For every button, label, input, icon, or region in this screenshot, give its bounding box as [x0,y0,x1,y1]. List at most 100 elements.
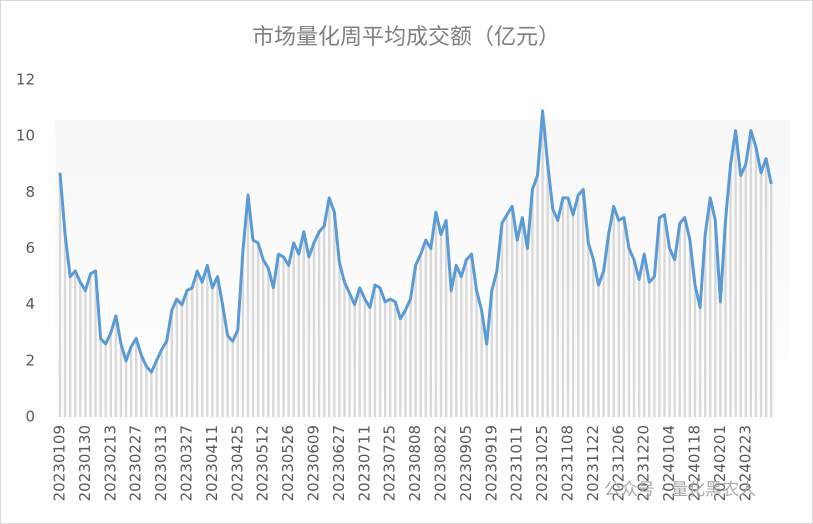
bar [292,242,295,417]
bar [231,341,234,417]
bar [129,346,133,417]
bar [500,223,504,417]
bar [241,251,245,417]
x-tick-label: 20230822 [432,425,450,501]
x-tick-label: 20231206 [609,425,627,501]
bar [195,270,199,417]
bar [526,248,529,417]
bar [439,234,443,417]
bar [571,214,575,417]
bar [627,248,631,417]
bar [68,276,72,417]
bar [556,220,560,417]
bar [455,265,458,417]
bar [744,164,747,417]
bar [653,276,656,417]
x-tick-label: 20230808 [406,425,424,501]
bar [475,290,478,417]
x-tick-label: 20231122 [584,425,602,501]
y-tick-label: 2 [25,351,35,369]
bar [297,254,300,417]
bar [160,349,163,417]
bar [373,285,377,417]
watermark: 公众号 · 量化黑农人 [604,480,756,500]
bar [688,240,692,417]
x-tick-label: 20230313 [152,425,170,501]
bar [333,211,336,417]
x-tick-label: 20230609 [305,425,323,501]
bar [322,226,326,417]
bar [485,343,488,417]
bar [607,234,610,417]
x-tick-label: 20230725 [381,425,399,501]
line [58,109,773,374]
bar [363,299,366,417]
bar [328,197,331,417]
y-tick-label: 4 [25,295,35,313]
bar [124,360,128,417]
bar [693,285,697,417]
bar [582,189,585,417]
bar [246,195,250,417]
bar [282,256,285,417]
bar [63,234,67,417]
bar [622,217,626,417]
bar [155,360,158,417]
bar [714,220,717,417]
bar [419,254,422,417]
bar [516,240,519,417]
bar [150,372,153,417]
bar [317,231,321,417]
bar [409,299,412,417]
bar [576,195,580,417]
bar [637,279,641,417]
bar [658,217,661,417]
x-tick-label: 20230109 [51,425,69,501]
x-tick-label: 20240223 [736,425,754,501]
bar [251,240,255,417]
bar [89,273,92,417]
bar [683,217,687,417]
x-tick-label: 20230227 [127,425,145,501]
bar [643,254,646,417]
x-tick-label: 20230512 [254,425,272,501]
bar [536,175,539,417]
bar [434,211,438,417]
bar [729,164,732,417]
x-tick-label: 20230425 [228,425,246,501]
bar [175,299,179,417]
bar [262,259,265,417]
bar [648,282,651,417]
bar [378,287,382,417]
bar [119,343,123,417]
bar [531,189,534,417]
x-tick-label: 20230411 [203,425,221,501]
bar [460,276,463,417]
bar [190,287,194,417]
x-tick-label: 20230905 [457,425,475,501]
y-tick-label: 10 [16,127,35,145]
bar [74,270,77,417]
y-tick-label: 12 [16,71,35,89]
bar [389,299,392,417]
bar [343,282,346,417]
bar [104,343,107,417]
bar [480,310,483,417]
bar [673,259,676,417]
bar [719,301,722,417]
x-tick-label: 20240118 [686,425,704,501]
x-tick-label: 20231220 [635,425,653,501]
bar [221,304,224,417]
x-tick-label: 20240104 [660,425,678,501]
y-tick-label: 0 [25,408,35,426]
bar [449,290,453,417]
bar [546,164,549,417]
chart-title: 市场量化周平均成交额（亿元） [252,25,560,50]
bar [521,217,524,417]
bar [668,248,671,417]
bar [216,276,219,417]
bar [358,287,361,417]
bar [383,301,387,417]
bar [58,172,62,417]
bar [404,310,407,417]
